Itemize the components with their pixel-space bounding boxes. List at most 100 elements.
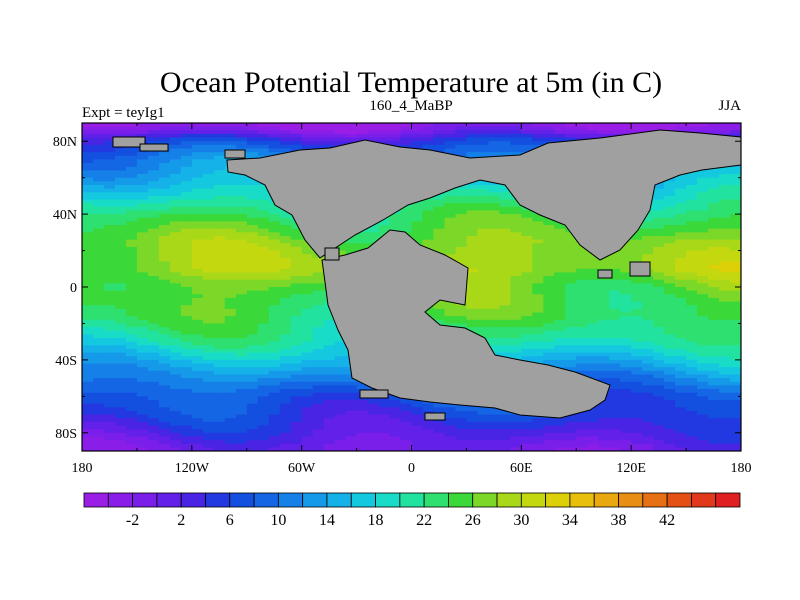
ocean-cell <box>191 367 204 372</box>
ocean-cell <box>598 374 610 379</box>
ocean-cell <box>521 305 533 310</box>
ocean-cell <box>367 232 380 237</box>
ocean-cell <box>686 283 698 288</box>
ocean-cell <box>82 199 94 204</box>
ocean-cell <box>730 283 741 288</box>
ocean-cell <box>323 392 336 397</box>
ocean-cell <box>158 396 171 401</box>
ocean-cell <box>719 239 731 244</box>
ocean-cell <box>455 210 468 215</box>
ocean-cell <box>642 243 654 248</box>
ocean-cell <box>158 279 171 284</box>
ocean-cell <box>158 330 171 335</box>
ocean-cell <box>224 345 237 350</box>
ocean-cell <box>521 250 533 255</box>
ocean-cell <box>576 305 588 310</box>
ocean-cell <box>719 181 731 186</box>
ocean-cell <box>631 257 643 263</box>
ocean-cell <box>224 316 237 321</box>
ocean-cell <box>510 414 522 419</box>
ocean-cell <box>422 137 435 142</box>
ocean-cell <box>510 235 522 241</box>
ocean-cell <box>675 232 687 237</box>
ocean-cell <box>301 319 314 325</box>
ocean-cell <box>708 305 720 310</box>
ocean-cell <box>675 308 687 314</box>
ocean-cell <box>609 374 621 379</box>
ocean-cell <box>510 239 522 244</box>
ocean-cell <box>444 199 457 204</box>
ocean-cell <box>719 276 731 281</box>
ocean-cell <box>224 389 237 394</box>
ocean-cell <box>147 407 160 412</box>
ocean-cell <box>521 210 533 215</box>
ocean-cell <box>422 221 435 226</box>
ocean-cell <box>576 356 588 361</box>
ocean-cell <box>675 210 687 215</box>
ocean-cell <box>499 352 511 357</box>
ocean-cell <box>158 152 171 157</box>
ocean-cell <box>323 363 336 368</box>
ocean-cell <box>708 308 720 314</box>
ocean-cell <box>444 410 457 416</box>
ocean-cell <box>521 214 533 219</box>
ocean-cell <box>235 305 248 310</box>
ocean-cell <box>499 418 511 423</box>
ocean-cell <box>235 374 248 379</box>
ocean-cell <box>510 206 522 212</box>
ocean-cell <box>664 203 676 208</box>
ocean-cell <box>609 421 621 427</box>
ocean-cell <box>609 308 621 314</box>
ocean-cell <box>114 276 127 281</box>
ocean-cell <box>92 123 105 128</box>
ocean-cell <box>367 239 380 244</box>
ocean-cell <box>312 381 325 386</box>
ocean-cell <box>686 392 698 397</box>
ocean-cell <box>675 225 687 230</box>
ocean-cell <box>82 297 94 303</box>
ocean-cell <box>82 367 94 372</box>
ocean-cell <box>202 174 215 179</box>
ocean-cell <box>554 348 566 354</box>
ocean-cell <box>279 334 292 339</box>
ocean-cell <box>158 174 171 179</box>
ocean-cell <box>389 133 402 139</box>
ocean-cell <box>499 261 511 266</box>
ocean-cell <box>268 287 281 292</box>
ocean-cell <box>598 352 610 357</box>
ocean-cell <box>180 407 193 412</box>
ocean-cell <box>92 261 105 266</box>
ocean-cell <box>290 130 303 135</box>
ocean-cell <box>719 192 731 197</box>
ocean-cell <box>697 399 709 405</box>
ocean-cell <box>224 217 237 222</box>
ocean-cell <box>136 159 149 164</box>
ocean-cell <box>730 192 741 197</box>
ocean-cell <box>312 305 325 310</box>
ocean-cell <box>147 294 160 299</box>
ocean-cell <box>268 319 281 325</box>
ocean-cell <box>279 214 292 219</box>
ocean-cell <box>510 334 522 339</box>
ocean-cell <box>257 268 270 274</box>
ocean-cell <box>708 243 720 248</box>
ocean-cell <box>587 279 599 284</box>
ocean-cell <box>642 392 654 397</box>
ocean-cell <box>169 184 182 190</box>
ocean-cell <box>147 410 160 416</box>
ocean-cell <box>334 130 347 135</box>
ocean-cell <box>510 123 522 128</box>
ocean-cell <box>730 352 741 357</box>
ocean-cell <box>389 399 402 405</box>
ocean-cell <box>543 348 555 354</box>
ocean-cell <box>543 305 555 310</box>
ocean-cell <box>532 294 544 299</box>
ocean-cell <box>82 392 94 397</box>
ocean-cell <box>532 323 544 328</box>
ocean-cell <box>433 144 446 150</box>
ocean-cell <box>158 425 171 430</box>
ocean-cell <box>202 163 215 168</box>
ocean-cell <box>202 192 215 197</box>
ocean-cell <box>598 367 610 372</box>
ocean-cell <box>653 225 665 230</box>
